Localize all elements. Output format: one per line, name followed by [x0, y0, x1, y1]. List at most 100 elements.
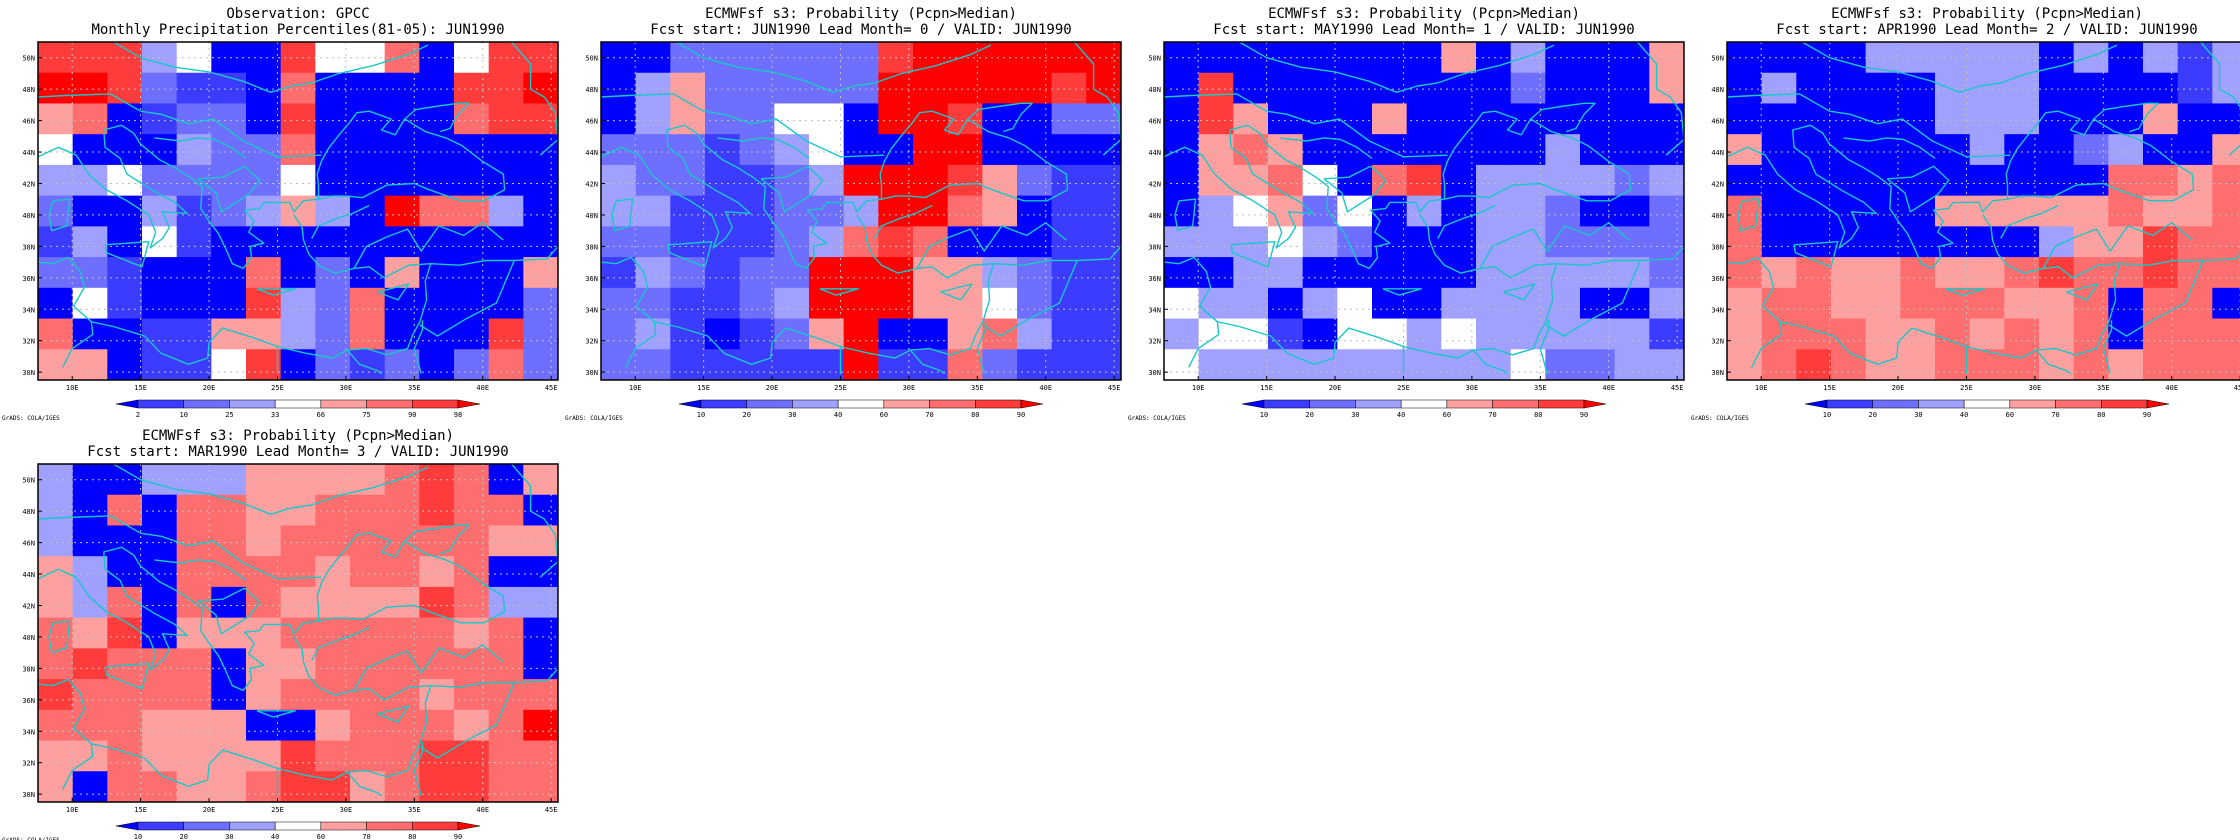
- coastline: [940, 283, 973, 301]
- coastline: [1903, 138, 1936, 159]
- coastline: [1437, 204, 1496, 239]
- lat-tick-label: 32N: [1711, 338, 1724, 346]
- grid-cell: [176, 318, 212, 350]
- grid-cell: [315, 72, 351, 105]
- panel-title-line2: Fcst start: JUN1990 Lead Month= 0 / VALI…: [650, 22, 1071, 38]
- map-frame: [37, 41, 559, 381]
- grid-cell: [1510, 72, 1546, 105]
- grid-cell: [38, 287, 74, 320]
- colorbar-label: 40: [271, 833, 279, 840]
- colorbar-swatch: [1872, 399, 1919, 409]
- grid-cell: [670, 349, 706, 380]
- grid-cell: [176, 525, 212, 557]
- colorbar-swatch: [2055, 399, 2102, 409]
- lat-tick-label: 40N: [1148, 212, 1161, 220]
- grid-cell: [878, 226, 914, 258]
- grid-cell: [2108, 349, 2144, 380]
- grid-cell: [2212, 195, 2240, 227]
- grid-cell: [1441, 318, 1477, 350]
- grid-cell: [523, 771, 558, 802]
- colorbar-label: 40: [834, 411, 842, 419]
- colorbar-swatch: [366, 399, 413, 409]
- grid-cell: [523, 195, 558, 227]
- map-frame: [37, 463, 559, 803]
- grid-cell: [384, 72, 420, 105]
- coastline: [1340, 138, 1373, 159]
- grid-cell: [1406, 257, 1442, 289]
- grid-cell: [1198, 134, 1234, 166]
- lat-tick-label: 36N: [22, 697, 35, 705]
- grid-cell: [1796, 257, 1832, 289]
- grid-cell: [1337, 42, 1373, 74]
- grid-cell: [843, 103, 879, 135]
- grid-cell: [2039, 42, 2075, 74]
- colorbar-swatch: [320, 821, 367, 831]
- grid-cell: [315, 617, 351, 649]
- colorbar-label: 40: [1397, 411, 1405, 419]
- coastline: [61, 743, 94, 790]
- grid-cell: [419, 771, 455, 802]
- lon-tick-label: 20E: [1329, 384, 1342, 392]
- coastline: [1238, 42, 1555, 94]
- lon-tick-label: 25E: [1960, 384, 1973, 392]
- grid-cell: [878, 287, 914, 320]
- grid-cell: [107, 556, 143, 588]
- grid-cell: [454, 494, 490, 527]
- lat-tick-label: 48N: [22, 86, 35, 94]
- grid-cell: [1086, 226, 1121, 258]
- grid-cell: [1727, 318, 1763, 350]
- grid-cell: [601, 226, 637, 258]
- grid-cell: [246, 42, 282, 74]
- grid-cell: [488, 349, 524, 380]
- grid-cell: [1580, 349, 1616, 380]
- grid-cell: [1198, 164, 1234, 197]
- grid-cell: [419, 226, 455, 258]
- lon-tick-label: 10E: [66, 806, 79, 814]
- grid-cell: [72, 525, 108, 557]
- coastline: [214, 138, 247, 159]
- colorbar-label: 70: [1488, 411, 1496, 419]
- grid-cell: [488, 72, 524, 105]
- grid-cell: [107, 464, 143, 496]
- coastline: [1539, 320, 1550, 374]
- grid-cell: [1969, 226, 2005, 258]
- coastline: [256, 710, 296, 718]
- colorbar-right-arrow: [1020, 399, 1044, 409]
- grid-cell: [1727, 103, 1763, 135]
- grid-cell: [739, 226, 775, 258]
- probability-cells: [1727, 42, 2240, 380]
- grid-cell: [1017, 226, 1053, 258]
- grid-cell: [280, 556, 316, 588]
- coastline: [377, 283, 410, 301]
- grid-cell: [2212, 287, 2240, 320]
- grid-cell: [601, 257, 637, 289]
- grid-cell: [774, 103, 810, 135]
- grid-cell: [1476, 226, 1512, 258]
- grid-cell: [246, 103, 282, 135]
- grid-cell: [488, 771, 524, 802]
- lat-tick-label: 30N: [1148, 369, 1161, 377]
- coastlines: [38, 464, 558, 797]
- coastline: [1323, 165, 1387, 213]
- grid-cell: [1796, 195, 1832, 227]
- grid-cell: [1198, 287, 1234, 320]
- grid-cell: [419, 617, 455, 649]
- grid-cell: [1545, 318, 1581, 350]
- grid-cell: [246, 226, 282, 258]
- grid-cell: [419, 257, 455, 289]
- grid-cell: [419, 709, 455, 742]
- grid-cell: [1198, 42, 1234, 74]
- grid-cell: [1051, 226, 1087, 258]
- grid-cell: [913, 195, 949, 227]
- grid-cell: [2108, 226, 2144, 258]
- grid-cell: [1198, 349, 1234, 380]
- grid-cell: [211, 103, 247, 135]
- grid-cell: [635, 164, 671, 197]
- coastline: [717, 137, 778, 142]
- grid-cell: [488, 195, 524, 227]
- lon-tick-label: 15E: [1260, 384, 1273, 392]
- grid-cell: [72, 226, 108, 258]
- graticule: [38, 464, 558, 802]
- grid-cell: [1649, 103, 1684, 135]
- grid-cell: [878, 103, 914, 135]
